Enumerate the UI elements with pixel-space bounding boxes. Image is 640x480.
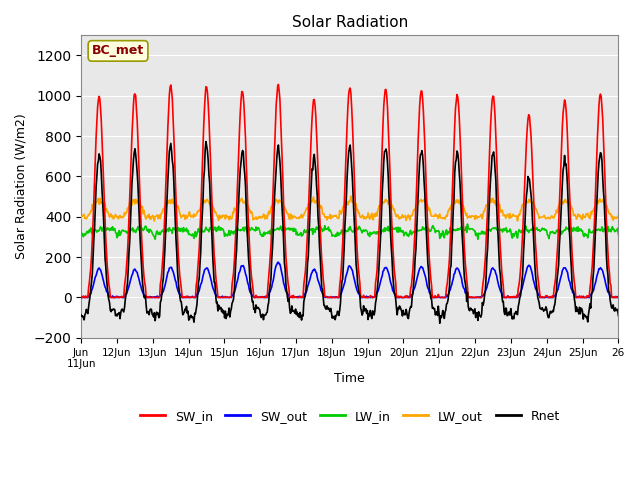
Y-axis label: Solar Radiation (W/m2): Solar Radiation (W/m2)	[15, 114, 28, 260]
Text: BC_met: BC_met	[92, 45, 144, 58]
X-axis label: Time: Time	[334, 372, 365, 385]
Legend: SW_in, SW_out, LW_in, LW_out, Rnet: SW_in, SW_out, LW_in, LW_out, Rnet	[135, 405, 564, 428]
Title: Solar Radiation: Solar Radiation	[292, 15, 408, 30]
